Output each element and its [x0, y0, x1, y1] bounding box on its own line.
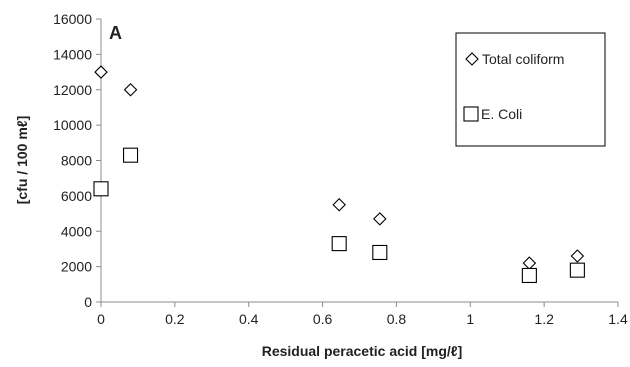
total-coliform-point — [123, 82, 138, 97]
y-tick-label: 4000 — [61, 223, 92, 239]
e-coli-point — [521, 267, 537, 284]
plot-area: 0 0.2 0.4 0.6 0.8 1 1.2 1.4 0 2000 4000 6000 8000 10… — [53, 11, 628, 327]
total-coliform-point — [94, 65, 108, 79]
x-tick-label: 1 — [466, 311, 474, 327]
legend-label: E. Coli — [481, 106, 522, 122]
y-axis-ticks: 0 2000 4000 6000 8000 10000 12000 14000 16000 — [53, 11, 101, 310]
x-tick-label: 1.2 — [534, 311, 554, 327]
y-tick-label: 12000 — [53, 82, 92, 98]
total-coliform-point — [570, 249, 585, 263]
panel-label: A — [109, 23, 122, 43]
legend-diamond-marker — [465, 52, 479, 66]
legend: Total coliform E. Coli — [455, 32, 606, 147]
x-axis-ticks: 0 0.2 0.4 0.6 0.8 1 1.2 1.4 — [97, 302, 628, 327]
e-coli-point — [331, 236, 347, 252]
y-tick-label: 16000 — [53, 11, 92, 27]
e-coli-point — [372, 244, 388, 261]
e-coli-point — [93, 181, 109, 197]
y-tick-label: 6000 — [61, 188, 92, 204]
y-tick-label: 10000 — [53, 117, 92, 133]
total-coliform-point — [332, 197, 346, 212]
y-tick-label: 2000 — [61, 259, 92, 275]
x-tick-label: 0 — [97, 311, 105, 327]
total-coliform-point — [373, 212, 387, 226]
e-coli-point — [122, 147, 139, 163]
legend-square-marker — [463, 106, 479, 122]
y-tick-label: 0 — [84, 294, 92, 310]
y-tick-label: 14000 — [53, 46, 92, 62]
y-axis-label: [cfu / 100 mℓ] — [14, 116, 30, 205]
e-coli-point — [569, 262, 585, 278]
legend-label: Total coliform — [482, 51, 564, 67]
x-tick-label: 0.6 — [313, 311, 333, 327]
x-tick-label: 0.8 — [387, 311, 407, 327]
total-coliform-point — [522, 256, 537, 270]
legend-box — [455, 32, 606, 147]
x-tick-label: 1.4 — [608, 311, 628, 327]
x-tick-label: 0.4 — [239, 311, 259, 327]
x-tick-label: 0.2 — [165, 311, 185, 327]
y-tick-label: 8000 — [61, 153, 92, 169]
x-axis-label: Residual peracetic acid [mg/ℓ] — [262, 343, 463, 359]
data-points — [93, 65, 585, 284]
